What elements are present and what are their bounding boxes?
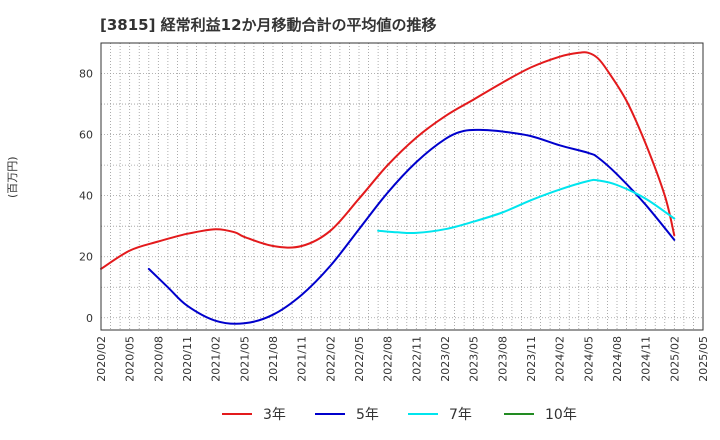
chart-title: [3815] 経常利益12か月移動合計の平均値の推移 <box>100 16 437 34</box>
legend-label-3: 7年 <box>449 407 472 423</box>
x-tick-label: 2024/11 <box>640 336 653 382</box>
y-tick-label: 0 <box>86 312 93 325</box>
x-tick-label: 2022/11 <box>410 336 423 382</box>
x-tick-label: 2020/11 <box>181 336 194 382</box>
y-tick-label: 60 <box>79 129 93 142</box>
x-tick-label: 2024/08 <box>611 336 624 382</box>
y-tick-label: 80 <box>79 68 93 81</box>
x-tick-label: 2020/05 <box>124 336 137 382</box>
grid-lines <box>101 42 703 330</box>
x-tick-label: 2025/05 <box>697 336 710 382</box>
y-tick-labels: 0 20 40 60 80 <box>79 68 93 325</box>
x-tick-label: 2020/08 <box>152 336 165 382</box>
x-tick-label: 2024/05 <box>582 336 595 382</box>
series-line-2 <box>147 128 676 325</box>
x-tick-label: 2022/05 <box>353 336 366 382</box>
y-tick-label: 40 <box>79 190 93 203</box>
legend: 3年 5年 7年 10年 <box>222 407 577 423</box>
x-tick-label: 2022/08 <box>382 336 395 382</box>
x-tick-label: 2021/11 <box>296 336 309 382</box>
x-tick-label: 2021/08 <box>267 336 280 382</box>
x-tick-label: 2025/02 <box>668 336 681 382</box>
y-tick-label: 20 <box>79 251 93 264</box>
plot-frame <box>100 42 704 331</box>
x-tick-labels: 2020/02 2020/05 2020/08 2020/11 2021/02 2021/… <box>95 336 710 382</box>
x-tick-label: 2022/02 <box>324 336 337 382</box>
x-tick-label: 2023/05 <box>468 336 481 382</box>
x-tick-label: 2020/02 <box>95 336 108 382</box>
x-tick-label: 2023/02 <box>439 336 452 382</box>
legend-label-4: 10年 <box>545 407 577 423</box>
x-tick-label: 2021/05 <box>238 336 251 382</box>
series-layer <box>100 51 676 325</box>
legend-label-1: 3年 <box>263 407 286 423</box>
series-line-1 <box>100 51 676 270</box>
x-tick-label: 2021/02 <box>210 336 223 382</box>
series-line-3 <box>377 178 676 235</box>
legend-label-2: 5年 <box>356 407 379 423</box>
x-tick-label: 2024/02 <box>554 336 567 382</box>
x-tick-label: 2023/08 <box>496 336 509 382</box>
x-tick-label: 2023/11 <box>525 336 538 382</box>
